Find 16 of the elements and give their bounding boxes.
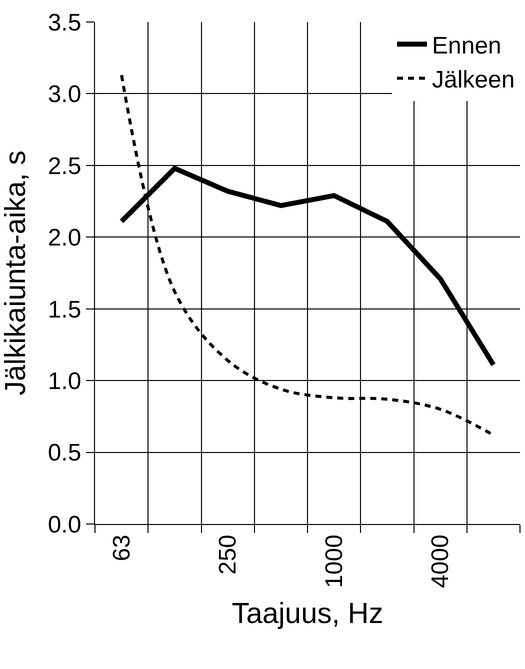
y-tick-label: 2.5	[48, 152, 82, 180]
y-tick-label: 3.5	[48, 9, 82, 36]
x-tick-label: 1000	[320, 534, 348, 588]
y-tick-label: 1.5	[48, 296, 82, 324]
y-tick-label: 0.5	[48, 440, 82, 467]
y-tick-label: 3.0	[48, 81, 82, 108]
y-tick-label: 1.0	[48, 368, 82, 395]
x-tick-label: 4000	[427, 534, 454, 588]
legend-label: Ennen	[432, 32, 502, 60]
y-axis-title: Jälkikaiunta-aika, s	[0, 150, 32, 396]
y-tick-label: 2.0	[48, 224, 82, 252]
x-axis-title: Taajuus, Hz	[232, 598, 384, 630]
y-tick-label: 0.0	[48, 511, 82, 538]
x-tick-label: 250	[214, 534, 242, 575]
x-tick-label: 63	[108, 534, 136, 562]
legend-label: Jälkeen	[432, 66, 515, 94]
